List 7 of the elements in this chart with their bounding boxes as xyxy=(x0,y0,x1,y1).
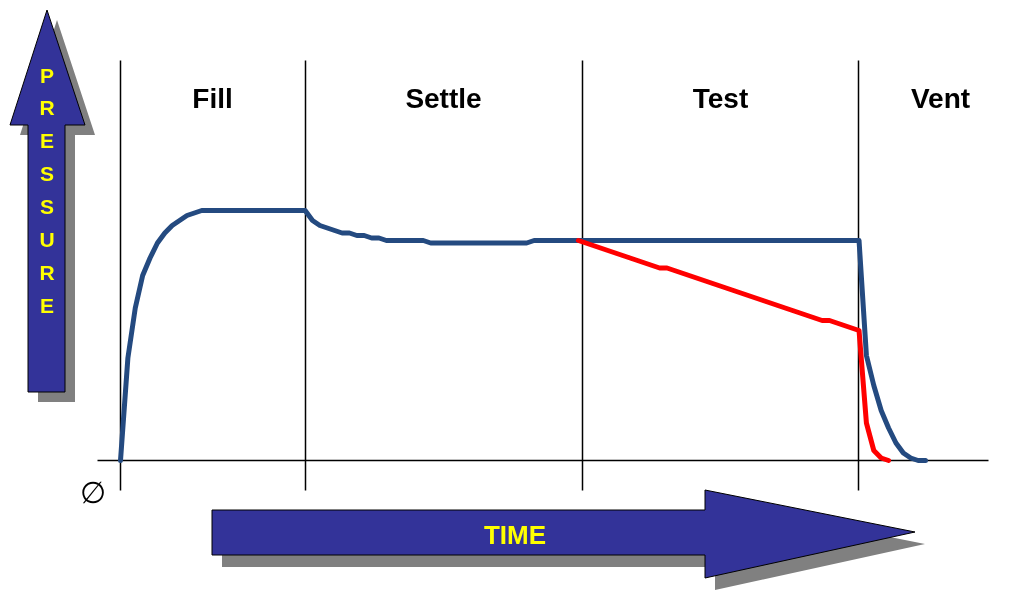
y-axis-title: PRESSURE xyxy=(39,63,55,317)
text: Fill xyxy=(192,83,233,114)
text: Settle xyxy=(405,83,482,114)
text: ∅ xyxy=(79,476,106,509)
text: Test xyxy=(692,83,749,114)
text: Vent xyxy=(910,83,971,114)
x-axis-title: TIME xyxy=(483,520,547,550)
